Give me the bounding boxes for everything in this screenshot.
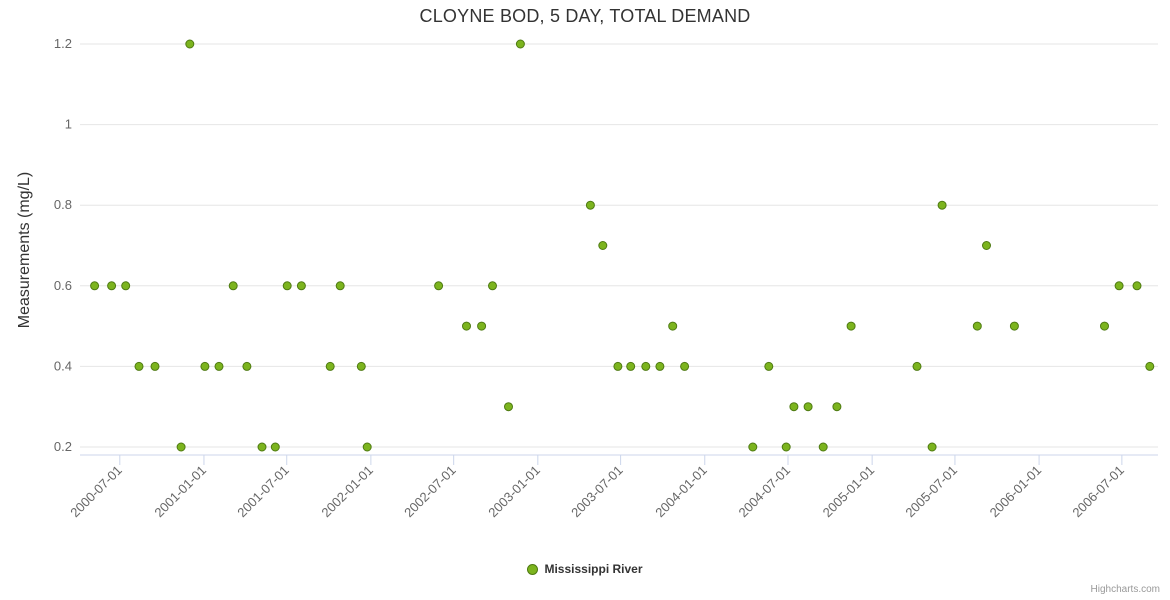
data-point[interactable] — [228, 281, 238, 291]
x-axis-tick-label: 2004-07-01 — [735, 463, 793, 521]
highcharts-credits-link[interactable]: Highcharts.com — [1090, 584, 1160, 595]
data-point[interactable] — [789, 402, 799, 412]
data-point[interactable] — [504, 402, 513, 412]
data-point[interactable] — [296, 281, 306, 291]
data-point[interactable] — [1100, 321, 1109, 331]
data-point[interactable] — [680, 361, 690, 371]
data-point[interactable] — [185, 39, 195, 49]
data-point[interactable] — [832, 402, 842, 412]
data-point[interactable] — [781, 442, 791, 452]
data-point[interactable] — [488, 281, 497, 291]
x-axis-tick-label: 2006-07-01 — [1069, 463, 1127, 521]
x-axis-tick-label: 2002-01-01 — [318, 463, 376, 521]
data-point[interactable] — [214, 361, 224, 371]
x-axis-tick-label: 2006-01-01 — [987, 463, 1045, 521]
y-axis-tick-label: 0.8 — [54, 197, 72, 212]
data-point[interactable] — [176, 442, 186, 452]
legend-marker-icon — [527, 563, 539, 575]
data-point[interactable] — [818, 442, 828, 452]
legend[interactable]: Mississippi River — [0, 562, 1170, 576]
data-point[interactable] — [803, 402, 813, 412]
x-axis-tick-label: 2001-07-01 — [234, 463, 292, 521]
data-point[interactable] — [1145, 361, 1155, 371]
y-axis-tick-label: 0.2 — [54, 439, 72, 454]
x-axis-tick-label: 2000-07-01 — [67, 463, 125, 521]
data-point[interactable] — [462, 321, 471, 331]
data-point[interactable] — [356, 361, 366, 371]
x-axis-tick-label: 2004-01-01 — [652, 463, 710, 521]
x-axis-tick-label: 2005-01-01 — [820, 463, 878, 521]
data-point[interactable] — [325, 361, 335, 371]
data-point[interactable] — [200, 361, 210, 371]
data-point[interactable] — [655, 361, 665, 371]
data-point[interactable] — [150, 361, 160, 371]
data-point[interactable] — [972, 321, 982, 331]
data-point[interactable] — [362, 442, 372, 452]
data-point[interactable] — [598, 241, 608, 250]
data-point[interactable] — [912, 361, 922, 371]
legend-label: Mississippi River — [544, 562, 643, 576]
data-point[interactable] — [846, 321, 856, 331]
y-axis-tick-label: 0.6 — [54, 278, 72, 293]
data-point[interactable] — [748, 442, 758, 452]
data-point[interactable] — [1114, 281, 1124, 291]
data-point[interactable] — [242, 361, 252, 371]
data-point[interactable] — [134, 361, 144, 371]
data-point[interactable] — [107, 281, 117, 291]
data-point[interactable] — [282, 281, 292, 291]
data-point[interactable] — [90, 281, 100, 291]
y-axis-tick-label: 1.2 — [54, 36, 72, 51]
data-point[interactable] — [257, 442, 267, 452]
data-point[interactable] — [641, 361, 651, 371]
data-point[interactable] — [668, 321, 678, 331]
data-point[interactable] — [121, 281, 131, 291]
data-point[interactable] — [764, 361, 774, 371]
data-point[interactable] — [626, 361, 636, 371]
data-point[interactable] — [927, 442, 937, 452]
x-axis-tick-label: 2003-07-01 — [568, 463, 626, 521]
data-point[interactable] — [335, 281, 345, 291]
x-axis-tick-label: 2002-07-01 — [401, 463, 459, 521]
data-point[interactable] — [1132, 281, 1142, 291]
data-point[interactable] — [585, 200, 595, 210]
x-axis-tick-label: 2001-01-01 — [151, 463, 209, 521]
chart-title: CLOYNE BOD, 5 DAY, TOTAL DEMAND — [419, 6, 751, 26]
y-axis-tick-label: 1 — [65, 117, 72, 132]
y-axis-tick-label: 0.4 — [54, 358, 72, 373]
data-point[interactable] — [434, 281, 444, 291]
x-axis-tick-label: 2005-07-01 — [902, 463, 960, 521]
data-point[interactable] — [515, 39, 525, 49]
data-point[interactable] — [477, 321, 487, 331]
data-point[interactable] — [270, 442, 280, 452]
data-point[interactable] — [1009, 321, 1019, 331]
data-point[interactable] — [982, 241, 991, 250]
data-point[interactable] — [937, 200, 947, 210]
x-axis-tick-label: 2003-01-01 — [485, 463, 543, 521]
data-point[interactable] — [613, 361, 623, 371]
